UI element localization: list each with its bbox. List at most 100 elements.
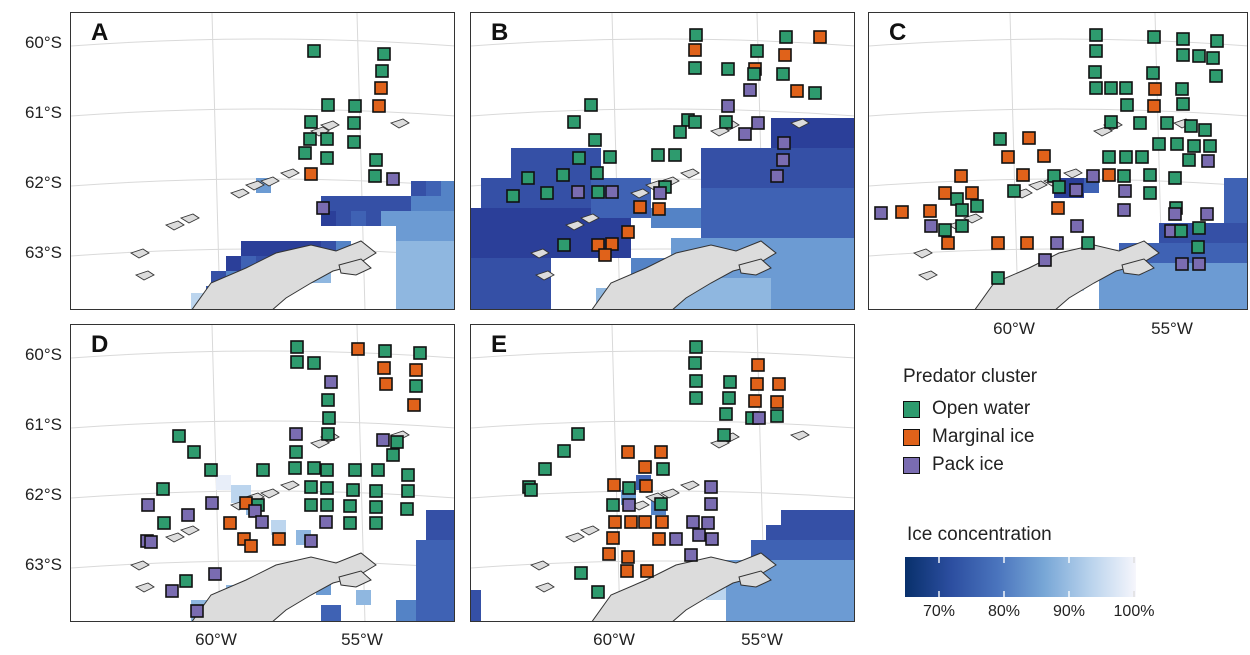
open-water-marker (1143, 186, 1157, 200)
open-water-marker (371, 463, 385, 477)
open-water-marker (719, 115, 733, 129)
marginal-ice-marker (1020, 236, 1034, 250)
island-landmass (164, 532, 185, 543)
open-water-marker (938, 223, 952, 237)
open-water-marker (320, 463, 334, 477)
map-d-canvas (71, 325, 454, 621)
island-landmass (679, 480, 700, 491)
pack-ice-marker (1086, 169, 1100, 183)
lat-label-60s: 60°S (24, 33, 62, 52)
marginal-ice-marker (377, 361, 391, 375)
marginal-ice-marker (607, 478, 621, 492)
marginal-ice-marker (605, 237, 619, 251)
open-water-marker (1135, 150, 1149, 164)
ice-tick-80: 80% (987, 603, 1021, 620)
marginal-ice-marker (1148, 82, 1162, 96)
island-landmass (129, 560, 150, 571)
island-landmass (309, 438, 330, 449)
marginal-ice-marker (638, 460, 652, 474)
open-water-marker (689, 28, 703, 42)
graticule-line (471, 350, 854, 359)
marginal-ice-marker (688, 43, 702, 57)
open-water-marker (622, 481, 636, 495)
pack-ice-marker (205, 496, 219, 510)
island-landmass (1121, 258, 1155, 276)
open-water-marker (401, 468, 415, 482)
island-landmass (229, 188, 250, 199)
pack-ice-marker (752, 411, 766, 425)
antarctic-peninsula-landmass (191, 552, 377, 621)
marginal-ice-marker (598, 248, 612, 262)
pack-ice-marker (1069, 183, 1083, 197)
graticule-line (71, 350, 454, 359)
antarctic-peninsula-landmass (591, 240, 777, 309)
legend-item-label: Marginal ice (932, 426, 1035, 447)
pack-ice-marker (1192, 257, 1206, 271)
open-water-marker (1210, 34, 1224, 48)
open-water-marker (572, 151, 586, 165)
pack-ice-marker (289, 427, 303, 441)
pack-ice-marker (1038, 253, 1052, 267)
ice-cell (356, 590, 371, 605)
island-landmass (629, 188, 650, 199)
island-landmass (319, 120, 340, 131)
open-water-marker (343, 516, 357, 530)
open-water-marker (320, 481, 334, 495)
pack-ice-marker (692, 528, 706, 542)
open-water-swatch (903, 400, 920, 418)
marginal-ice-marker (374, 81, 388, 95)
open-water-marker (1119, 81, 1133, 95)
ice-tick-100: 100% (1113, 603, 1155, 620)
lat-label-63s: 63°S (24, 243, 62, 262)
marginal-ice-marker (372, 99, 386, 113)
marginal-ice-marker (1016, 168, 1030, 182)
open-water-marker (298, 146, 312, 160)
open-water-marker (156, 482, 170, 496)
lon-label-55w: 55°W (1151, 319, 1193, 338)
open-water-marker (369, 516, 383, 530)
island-landmass (1027, 180, 1048, 191)
pack-ice-marker (255, 515, 269, 529)
open-water-marker (348, 463, 362, 477)
open-water-marker (1198, 123, 1212, 137)
pack-ice-marker (704, 497, 718, 511)
pack-ice-marker (208, 567, 222, 581)
pack-ice-marker (319, 515, 333, 529)
open-water-marker (400, 502, 414, 516)
marginal-ice-swatch (903, 428, 920, 446)
open-water-marker (770, 409, 784, 423)
legend-item-marginal-ice: Marginal ice (903, 426, 1037, 448)
map-c-canvas (869, 13, 1247, 309)
map-panel-b: B (470, 12, 855, 310)
pack-ice-marker (777, 136, 791, 150)
ice-tick-70: 70% (922, 603, 956, 620)
open-water-marker (747, 67, 761, 81)
pack-ice-marker (376, 433, 390, 447)
pack-ice-marker (738, 127, 752, 141)
ice-cell (411, 181, 426, 196)
open-water-marker (377, 47, 391, 61)
ice-tick-90: 90% (1052, 603, 1086, 620)
marginal-ice-marker (407, 398, 421, 412)
legend-item-label: Pack ice (932, 454, 1004, 475)
open-water-marker (1088, 65, 1102, 79)
marginal-ice-marker (923, 204, 937, 218)
marginal-ice-marker (938, 186, 952, 200)
pack-ice-marker (743, 83, 757, 97)
open-water-marker (688, 356, 702, 370)
ice-cell (396, 600, 416, 621)
marginal-ice-marker (748, 394, 762, 408)
open-water-marker (723, 375, 737, 389)
island-landmass (564, 220, 585, 231)
antarctic-peninsula-landmass (974, 240, 1160, 309)
ice-cell (766, 525, 854, 540)
pack-ice-marker (1070, 219, 1084, 233)
ice-cell (471, 590, 481, 621)
marginal-ice-marker (608, 515, 622, 529)
open-water-marker (557, 238, 571, 252)
marginal-ice-marker (223, 516, 237, 530)
marginal-ice-marker (379, 377, 393, 391)
open-water-marker (288, 461, 302, 475)
open-water-marker (413, 346, 427, 360)
island-landmass (709, 126, 730, 137)
